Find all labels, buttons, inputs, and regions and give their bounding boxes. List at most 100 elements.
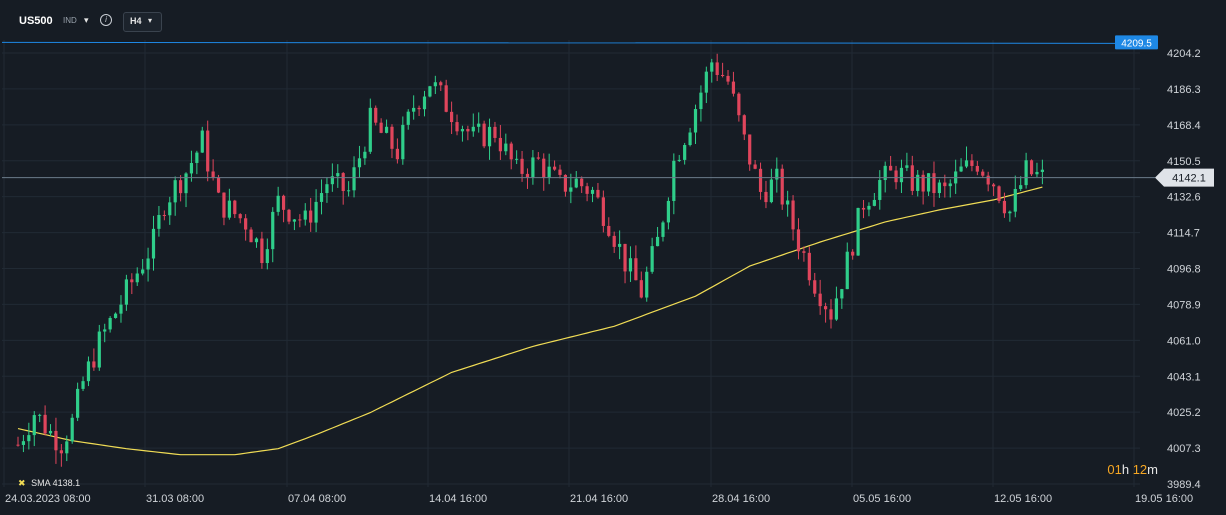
candle-body: [731, 81, 736, 94]
sma-path: [17, 186, 1043, 456]
sma-legend[interactable]: ✖ SMA 4138.1: [18, 478, 80, 489]
candle-body: [471, 126, 475, 132]
candle-body: [515, 158, 519, 160]
candle-body: [688, 132, 692, 146]
candle-body: [422, 96, 427, 110]
candle-body: [162, 214, 166, 216]
time-tick-label: 14.04 16:00: [429, 493, 487, 505]
candle-body: [113, 313, 118, 318]
timeframe-select[interactable]: H4 ▾: [123, 12, 162, 32]
candle-body: [59, 450, 63, 454]
candle-body: [357, 158, 362, 168]
candle-body: [612, 235, 616, 247]
candle-body: [683, 145, 687, 160]
instrument-type-label[interactable]: IND: [63, 16, 77, 25]
price-axis: 4204.2 4186.3 4168.4 4150.5 4132.6 4114.7 4096…: [1167, 48, 1201, 491]
candle-body: [943, 182, 947, 187]
candle-body: [119, 304, 123, 314]
time-tick-label: 07.04 08:00: [288, 493, 346, 505]
candle-body: [216, 177, 221, 193]
candle-body: [504, 143, 508, 152]
chevron-down-icon[interactable]: ▾: [84, 15, 89, 25]
candle-body: [531, 157, 535, 178]
candle-body: [791, 200, 795, 230]
candle-body: [829, 309, 833, 320]
candle-body: [878, 180, 882, 200]
candle-body: [932, 173, 936, 194]
price-tick-label: 4025.2: [1167, 407, 1201, 419]
candle-body: [151, 228, 156, 259]
candle-body: [168, 202, 172, 216]
candle-body: [699, 92, 703, 110]
alert-level-badge: [1115, 35, 1158, 50]
candle-body: [65, 441, 69, 454]
candle-body: [124, 279, 128, 305]
time-tick-label: 24.03.2023 08:00: [5, 493, 91, 505]
candle-body: [433, 82, 437, 87]
candle-body: [764, 191, 768, 203]
candle-body: [748, 134, 752, 165]
timeframe-value: H4: [130, 16, 142, 26]
candle-body: [48, 430, 53, 434]
candle-body: [103, 329, 107, 332]
countdown-minutes: 12: [1132, 462, 1148, 477]
price-tick-label: 4114.7: [1167, 228, 1200, 240]
candle-body: [368, 107, 372, 152]
candle-body: [634, 258, 638, 281]
candle-body: [92, 361, 96, 368]
candle-body: [655, 236, 660, 247]
candle-body: [775, 168, 779, 180]
candles: [16, 53, 1044, 467]
candle-body: [319, 193, 324, 202]
sma-line: [17, 186, 1043, 456]
candle-body: [666, 200, 670, 223]
grid-lines: [2, 40, 1140, 487]
price-tick-label: 4043.1: [1167, 371, 1201, 383]
candle-body: [401, 124, 405, 160]
candle-body: [200, 130, 204, 153]
candle-body: [146, 258, 150, 270]
candle-body: [460, 128, 465, 132]
candle-body: [520, 158, 524, 174]
candle-body: [997, 186, 1001, 201]
candle-body: [590, 189, 595, 194]
candle-body: [834, 298, 839, 320]
candle-body: [726, 75, 730, 82]
candle-body: [618, 243, 622, 247]
candle-body: [721, 74, 725, 76]
candle-body: [276, 195, 280, 212]
candle-body: [21, 441, 26, 445]
candle-body: [970, 160, 974, 166]
candle-body: [108, 317, 112, 330]
candle-body: [27, 435, 31, 442]
candle-body: [406, 111, 410, 125]
info-icon[interactable]: i: [100, 14, 112, 26]
candle-body: [390, 126, 394, 149]
price-tick-label: 4007.3: [1167, 443, 1201, 455]
candle-body: [352, 167, 356, 191]
candle-body: [623, 243, 627, 272]
candle-body: [580, 178, 584, 187]
candle-body: [54, 430, 58, 451]
candle-body: [265, 249, 269, 264]
candle-body: [493, 126, 497, 138]
candle-body: [86, 361, 91, 382]
candle-body: [796, 229, 801, 252]
candle-body: [498, 137, 502, 152]
candle-body: [574, 178, 578, 188]
candle-body: [856, 207, 860, 256]
candle-body: [81, 381, 85, 389]
symbol-label[interactable]: US500: [19, 15, 53, 27]
candle-body: [536, 157, 540, 159]
candle-body: [563, 174, 568, 192]
current-price-label: 4142.1: [1172, 173, 1206, 185]
candle-body: [758, 168, 763, 192]
candle-body: [780, 168, 784, 205]
candle-body: [558, 169, 562, 175]
price-tick-label: 4132.6: [1167, 192, 1201, 204]
candle-body: [341, 173, 345, 192]
candle-body: [992, 184, 996, 187]
candle-body: [184, 173, 188, 194]
